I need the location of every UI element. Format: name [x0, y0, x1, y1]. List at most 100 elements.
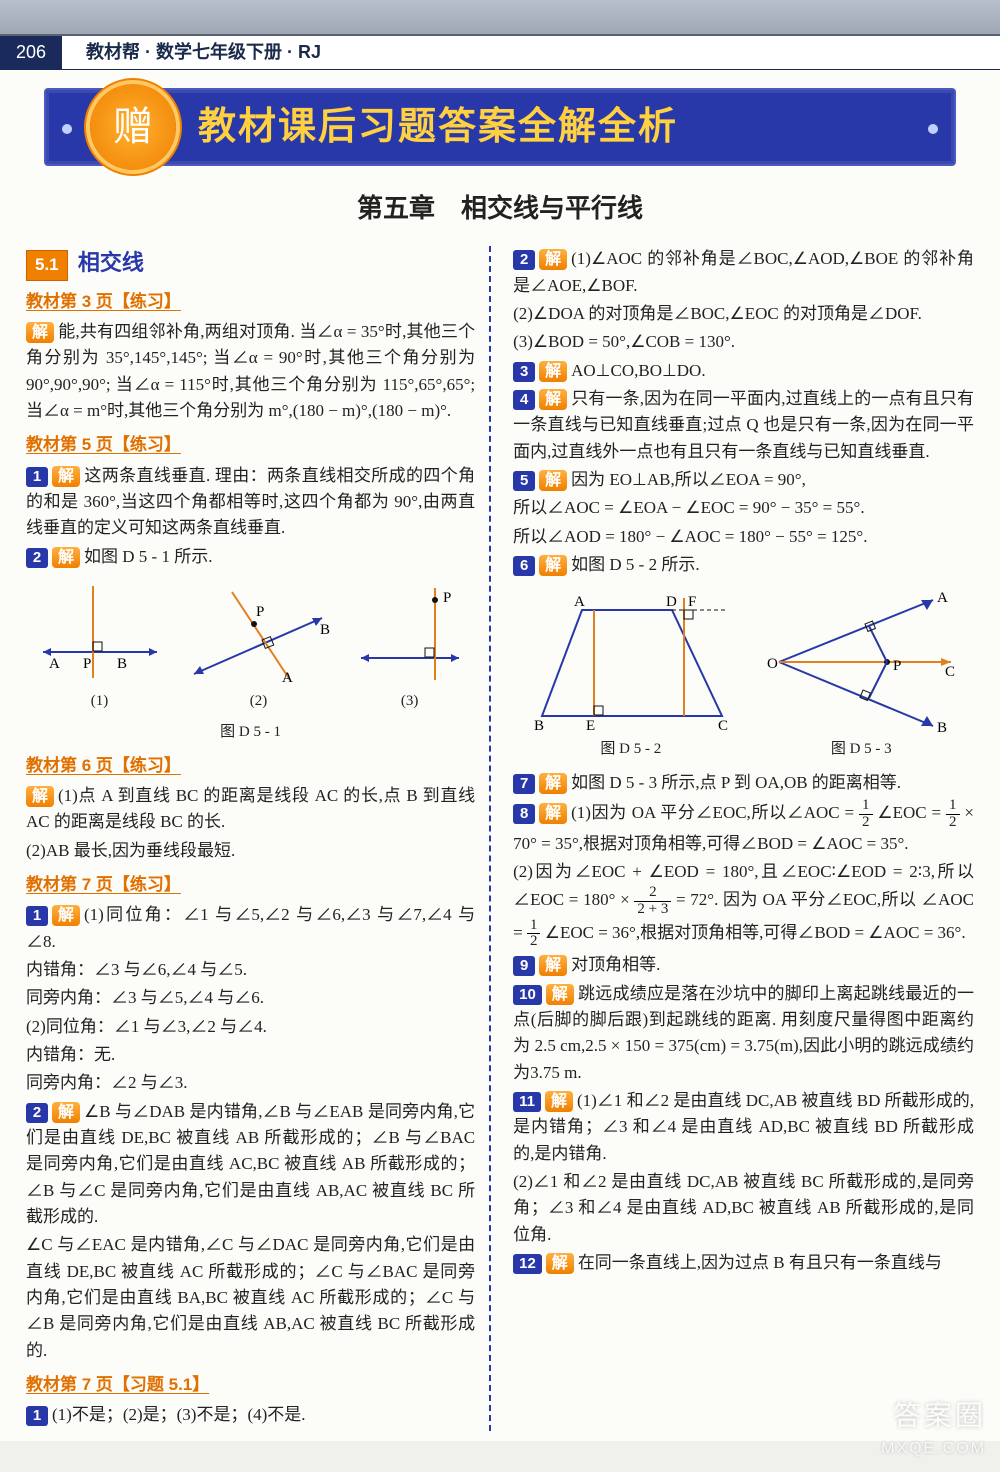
p7-1-6: 同旁内角：∠2 与∠3.	[26, 1070, 475, 1096]
p7-1-4: (2)同位角：∠1 与∠3,∠2 与∠4.	[26, 1014, 475, 1040]
qnum-2: 2	[26, 548, 48, 568]
r-q6-t: 如图 D 5 - 2 所示.	[571, 555, 699, 574]
p6-2: (2)AB 最长,因为垂线段最短.	[26, 838, 475, 864]
svg-text:B: B	[320, 622, 330, 638]
r-q7: 7	[513, 774, 535, 794]
r-q11-1: (1)∠1 和∠2 是由直线 DC,AB 被直线 BD 所截形成的,是内错角；∠…	[513, 1091, 974, 1163]
fig-d51-1-cap: (1)	[37, 690, 163, 713]
fig-d5-3: O A B C P	[761, 586, 961, 736]
r-q5-1: 因为 EO⊥AB,所以∠EOA = 90°,	[571, 470, 806, 489]
fig-d51-3: P	[355, 578, 465, 688]
page-body: 赠 教材课后习题答案全解全析 第五章 相交线与平行线 5.1 相交线 教材第 3…	[0, 70, 1000, 1441]
svg-text:P: P	[83, 656, 91, 672]
r-q5: 5	[513, 471, 535, 491]
qnum-1c: 1	[26, 1406, 48, 1426]
practice-header-p5: 教材第 5 页【练习】	[26, 432, 475, 458]
r-q2-1: (1)∠AOC 的邻补角是∠BOC,∠AOD,∠BOE 的邻补角是∠AOE,∠B…	[513, 249, 974, 294]
r-q3: 3	[513, 362, 535, 382]
tag-jie: 解	[539, 249, 567, 270]
gift-badge: 赠	[90, 84, 176, 170]
r-q5-3: 所以∠AOD = 180° − ∠AOC = 180° − 55° = 125°…	[513, 524, 974, 550]
header: 206 教材帮 · 数学七年级下册 · RJ	[0, 36, 1000, 70]
p5-1: 这两条直线垂直. 理由：两条直线相交所成的四个角的和是 360°,当这四个角都相…	[26, 466, 475, 538]
tag-jie: 解	[546, 1253, 574, 1274]
practice-header-p7: 教材第 7 页【练习】	[26, 872, 475, 898]
tag-jie: 解	[26, 322, 54, 343]
svg-text:A: A	[937, 590, 948, 606]
r-q3-t: AO⊥CO,BO⊥DO.	[571, 361, 705, 380]
p7-2-1: ∠B 与∠DAB 是内错角,∠B 与∠EAB 是同旁内角,它们是由直线 DE,B…	[26, 1102, 475, 1226]
svg-text:C: C	[945, 664, 955, 680]
right-column: 2解(1)∠AOC 的邻补角是∠BOC,∠AOD,∠BOE 的邻补角是∠AOE,…	[509, 246, 974, 1431]
svg-text:F: F	[688, 594, 696, 610]
svg-text:P: P	[893, 658, 901, 674]
r-q8-1b: ∠EOC =	[873, 803, 947, 822]
svg-text:A: A	[49, 656, 60, 672]
svg-text:B: B	[937, 720, 947, 736]
p7b-1: (1)不是；(2)是；(3)不是；(4)不是.	[52, 1405, 306, 1424]
fig-d5-2: A D F B E C	[526, 586, 736, 736]
svg-text:P: P	[256, 604, 264, 620]
r-q2-3: (3)∠BOD = 50°,∠COB = 130°.	[513, 329, 974, 355]
p5-2: 如图 D 5 - 1 所示.	[84, 547, 212, 566]
tag-jie: 解	[52, 547, 80, 568]
svg-text:A: A	[574, 594, 585, 610]
chapter-title: 第五章 相交线与平行线	[26, 188, 974, 228]
r-q12-t: 在同一条直线上,因为过点 B 有且只有一条直线与	[578, 1253, 942, 1272]
p6-1: (1)点 A 到直线 BC 的距离是线段 AC 的长,点 B 到直线 AC 的距…	[26, 786, 475, 831]
frac-1-2c: 12	[527, 918, 541, 951]
practice-header-p6: 教材第 6 页【练习】	[26, 753, 475, 779]
svg-text:A: A	[282, 670, 293, 686]
tag-jie: 解	[539, 470, 567, 491]
svg-text:D: D	[666, 594, 677, 610]
tag-jie: 解	[52, 466, 80, 487]
p7-1-3: 同旁内角：∠3 与∠5,∠4 与∠6.	[26, 985, 475, 1011]
svg-text:B: B	[534, 718, 544, 734]
r-q8: 8	[513, 804, 535, 824]
svg-text:O: O	[767, 656, 778, 672]
p7-1-2: 内错角：∠3 与∠6,∠4 与∠5.	[26, 957, 475, 983]
r-q11-2: (2)∠1 和∠2 是由直线 DC,AB 被直线 BC 所截形成的,是同旁角；∠…	[513, 1169, 974, 1248]
r-q8-1a: (1)因为 OA 平分∠EOC,所以∠AOC =	[571, 803, 859, 822]
p3-text: 能,共有四组邻补角,两组对顶角. 当∠α = 35°时,其他三个角分别为 35°…	[26, 322, 475, 420]
tag-jie: 解	[539, 773, 567, 794]
r-q8-2c: ∠EOC = 36°,根据对顶角相等,可得∠BOD = ∠AOC = 36°.	[540, 923, 965, 942]
figures-d52-d53: A D F B E C 图 D 5 - 2	[513, 586, 974, 761]
banner-title: 教材课后习题答案全解全析	[198, 98, 678, 157]
r-q9-t: 对顶角相等.	[571, 955, 660, 974]
tag-jie: 解	[52, 905, 80, 926]
watermark-1: 答案圈	[881, 1394, 986, 1437]
r-q7-t: 如图 D 5 - 3 所示,点 P 到 OA,OB 的距离相等.	[571, 773, 901, 792]
r-q10-t: 跳远成绩应是落在沙坑中的脚印上离起跳线最近的一点(后脚的脚后跟)到起跳线的距离.…	[513, 984, 974, 1082]
practice-header-p3: 教材第 3 页【练习】	[26, 289, 475, 315]
fig-d51-3-cap: (3)	[355, 690, 465, 713]
qnum-2b: 2	[26, 1103, 48, 1123]
section-number: 5.1	[26, 250, 68, 280]
tag-jie: 解	[546, 984, 574, 1005]
tag-jie: 解	[539, 955, 567, 976]
r-q9: 9	[513, 956, 535, 976]
svg-text:C: C	[718, 718, 728, 734]
practice-header-p7b: 教材第 7 页【习题 5.1】	[26, 1372, 475, 1398]
r-q6: 6	[513, 556, 535, 576]
tag-jie: 解	[545, 1091, 573, 1112]
fig-d51-2-cap: (2)	[184, 690, 334, 713]
fig-d53-cap: 图 D 5 - 3	[761, 738, 961, 761]
tag-jie: 解	[539, 389, 567, 410]
r-q2: 2	[513, 250, 535, 270]
p7-1-1: (1)同位角：∠1 与∠5,∠2 与∠6,∠3 与∠7,∠4 与∠8.	[26, 905, 475, 950]
frac-1-2b: 12	[946, 798, 960, 831]
watermark-2: MXQE.COM	[881, 1437, 986, 1462]
figure-d5-1: A P B (1) P B A	[26, 578, 475, 713]
p7-1-5: 内错角：无.	[26, 1042, 475, 1068]
banner: 赠 教材课后习题答案全解全析	[44, 88, 956, 166]
tag-jie: 解	[539, 803, 567, 824]
fig-d51-1: A P B	[37, 578, 163, 688]
fig-d51-2: P B A	[184, 578, 334, 688]
tag-jie: 解	[52, 1102, 80, 1123]
qnum-1b: 1	[26, 906, 48, 926]
page-number: 206	[0, 36, 62, 70]
frac-2-5: 22 + 3	[634, 885, 671, 918]
r-q11: 11	[513, 1092, 541, 1112]
tag-jie: 解	[539, 555, 567, 576]
